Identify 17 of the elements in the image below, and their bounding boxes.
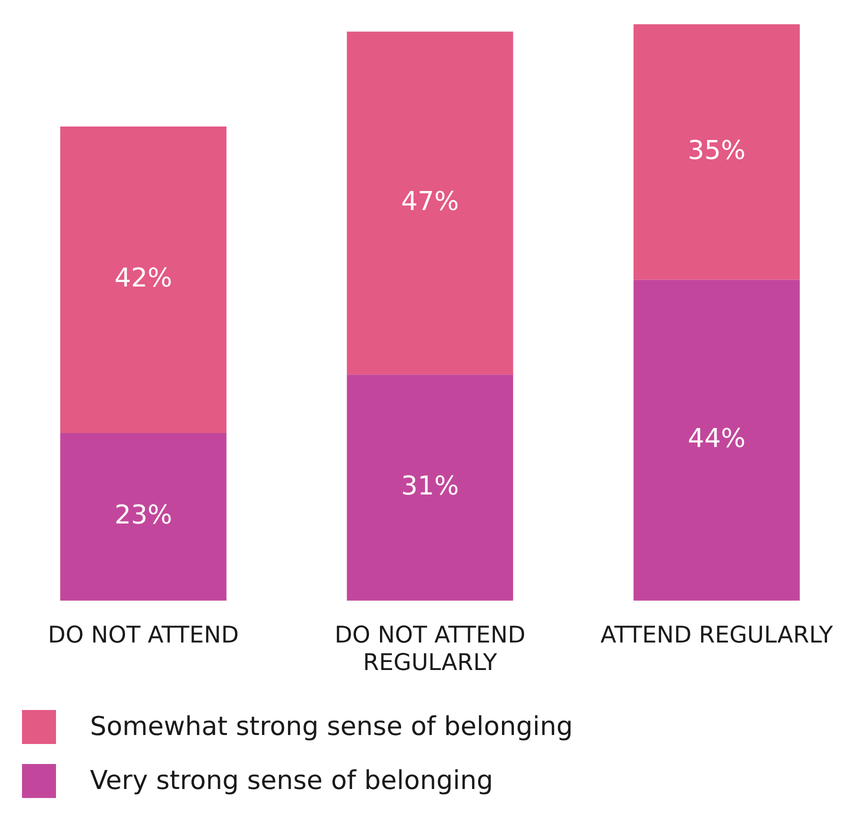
data-label: 35% — [688, 136, 746, 166]
bar — [346, 374, 514, 601]
data-label: 42% — [114, 263, 172, 294]
x-tick-label: ATTEND REGULARLY — [600, 622, 834, 649]
bar — [60, 126, 226, 433]
legend-label: Very strong sense of belonging — [90, 766, 494, 796]
legend-label: Somewhat strong sense of belonging — [90, 712, 573, 742]
data-label: 31% — [401, 471, 459, 502]
data-label: 23% — [114, 500, 172, 531]
x-tick-label: DO NOT ATTEND REGULARLY — [334, 622, 526, 676]
x-tick-label: DO NOT ATTEND — [48, 622, 239, 649]
data-label: 44% — [688, 424, 746, 454]
bar — [60, 432, 226, 601]
data-label: 47% — [401, 186, 459, 217]
bar — [346, 32, 514, 375]
bar — [634, 280, 800, 601]
bar — [634, 24, 800, 280]
